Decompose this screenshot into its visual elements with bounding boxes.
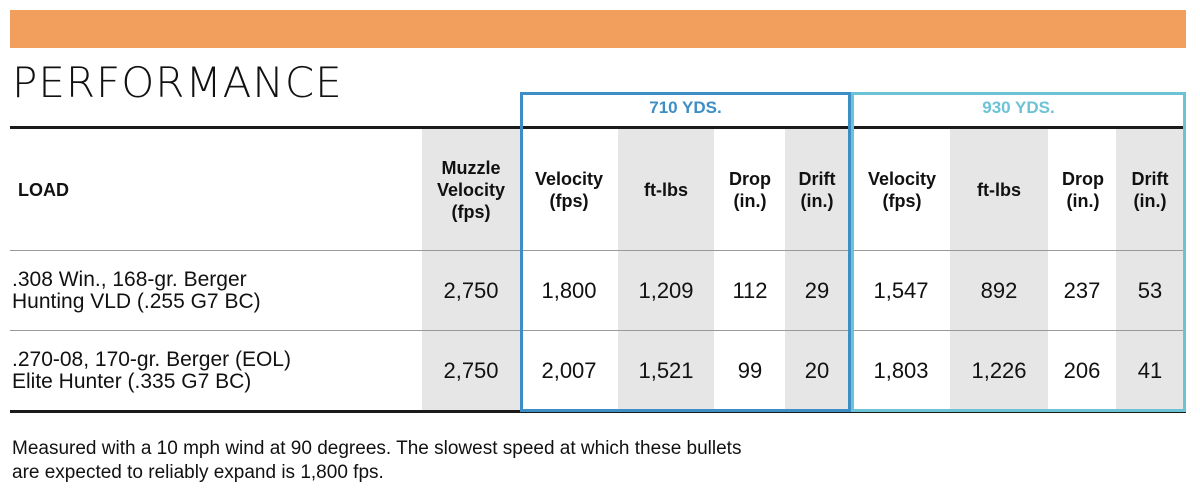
row-2-drift-930: 41 — [1137, 358, 1163, 383]
row-2-ftlbs-930: 1,226 — [971, 358, 1027, 383]
header-bottom-rule — [10, 250, 1186, 251]
col-header-velocity-710: Velocity (fps) — [534, 169, 604, 211]
col-header-ftlbs-710: ft-lbs — [644, 180, 688, 200]
col-header-load: LOAD — [18, 180, 69, 200]
header-banner — [10, 10, 1186, 48]
footnote-line-1: Measured with a 10 mph wind at 90 degree… — [12, 438, 742, 459]
row-1-ftlbs-930: 892 — [980, 278, 1018, 303]
col-header-ftlbs-930: ft-lbs — [977, 180, 1021, 200]
row-divider — [10, 330, 1186, 331]
row-2-drop-710: 99 — [737, 358, 763, 383]
col-header-drop-710: Drop (in.) — [729, 169, 771, 211]
col-header-drift-710: Drift (in.) — [798, 169, 836, 211]
shade-e710 — [618, 128, 714, 412]
row-2-velocity-710: 2,007 — [541, 358, 597, 383]
load-line-1: .308 Win., 168-gr. Berger — [12, 268, 247, 291]
load-line-2: Elite Hunter (.335 G7 BC) — [12, 370, 252, 393]
row-1-drop-710: 112 — [732, 278, 768, 303]
row-1-muzzle: 2,750 — [443, 278, 499, 303]
page-title: PERFORMANCE — [12, 58, 343, 107]
header-top-rule — [10, 126, 1186, 129]
col-header-drop-930: Drop (in.) — [1062, 169, 1104, 211]
table-row-1-load: .308 Win., 168-gr. Berger Hunting VLD (.… — [12, 251, 412, 331]
group-930-frame — [851, 92, 1186, 412]
table-row-2-load: .270-08, 170-gr. Berger (EOL) Elite Hunt… — [12, 331, 412, 411]
row-1-drop-930: 237 — [1063, 278, 1101, 303]
group-710-frame — [520, 92, 851, 412]
shade-w710 — [785, 128, 848, 412]
col-header-muzzle: Muzzle Velocity (fps) — [436, 158, 506, 222]
shade-muzzle — [422, 128, 520, 412]
row-2-muzzle: 2,750 — [443, 358, 499, 383]
row-1-velocity-930: 1,547 — [873, 278, 929, 303]
shade-w930 — [1116, 128, 1183, 412]
row-2-ftlbs-710: 1,521 — [638, 358, 694, 383]
col-header-velocity-930: Velocity (fps) — [867, 169, 937, 211]
col-header-drift-930: Drift (in.) — [1131, 169, 1169, 211]
row-2-drop-930: 206 — [1063, 358, 1101, 383]
footnote-line-2: are expected to reliably expand is 1,800… — [12, 462, 384, 483]
load-line-1: .270-08, 170-gr. Berger (EOL) — [12, 348, 291, 371]
shade-e930 — [950, 128, 1048, 412]
row-1-drift-930: 53 — [1137, 278, 1163, 303]
row-2-velocity-930: 1,803 — [873, 358, 929, 383]
load-line-2: Hunting VLD (.255 G7 BC) — [12, 290, 261, 313]
row-2-drift-710: 20 — [804, 358, 830, 383]
footnote: Measured with a 10 mph wind at 90 degree… — [12, 437, 972, 485]
group-930-label: 930 YDS. — [982, 98, 1055, 117]
row-1-drift-710: 29 — [804, 278, 830, 303]
row-1-ftlbs-710: 1,209 — [638, 278, 694, 303]
row-1-velocity-710: 1,800 — [541, 278, 597, 303]
group-710-label: 710 YDS. — [649, 98, 722, 117]
